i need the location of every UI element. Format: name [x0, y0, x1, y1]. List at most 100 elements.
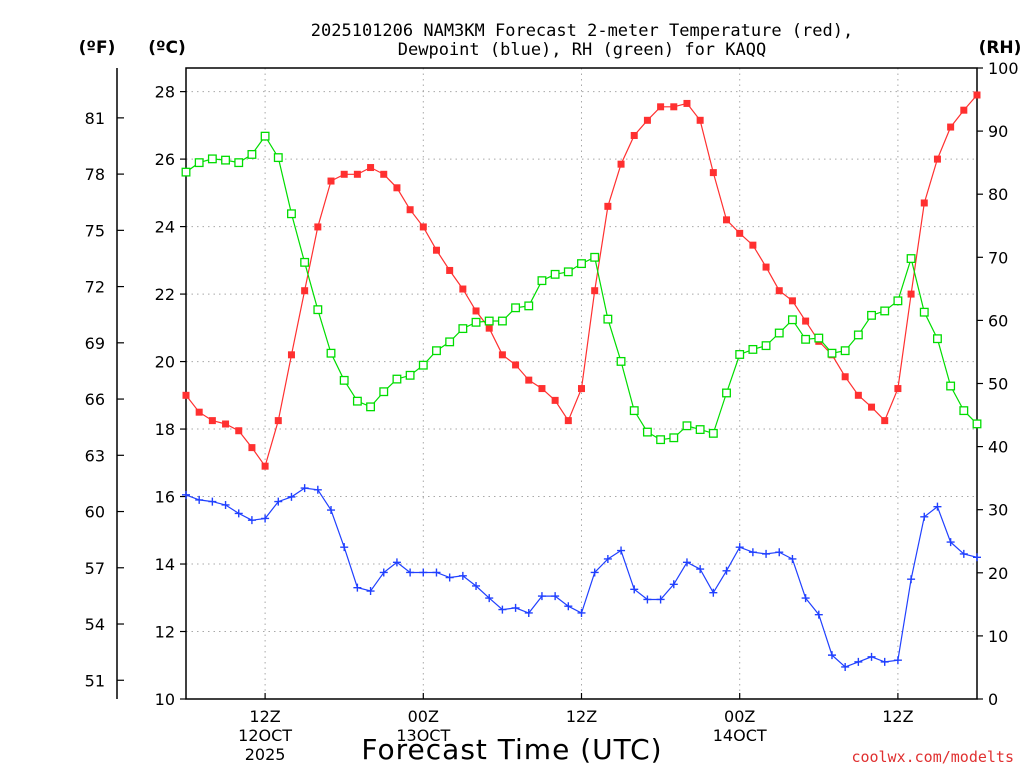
celsius-unit-label: (ºC) — [148, 38, 186, 58]
rh-point — [735, 350, 745, 359]
time-tick-date: 12OCT — [238, 726, 292, 745]
x-axis-label: Forecast Time (UTC) — [361, 733, 662, 766]
dewpoint-point — [709, 588, 718, 597]
temperature-point — [841, 373, 849, 381]
rh-tick-label: 20 — [988, 564, 1008, 583]
rh-point — [471, 317, 481, 327]
temperature-point — [248, 444, 256, 452]
temperature-point — [591, 287, 599, 295]
rh-axis: 0 10 20 30 40 50 60 70 80 90 100 — [977, 59, 1019, 709]
series-dewpoint — [182, 484, 981, 671]
rh-point — [366, 402, 376, 412]
rh-point — [405, 370, 415, 380]
temperature-point — [696, 116, 704, 124]
rh-point — [221, 155, 230, 165]
temperature-point — [419, 223, 427, 231]
rh-tick-label: 0 — [988, 690, 998, 709]
rh-point — [524, 301, 534, 311]
dewpoint-point — [406, 568, 415, 577]
rh-tick-label: 40 — [988, 438, 1008, 457]
fahrenheit-tick-label: 63 — [85, 446, 105, 465]
rh-point — [682, 421, 692, 431]
gridlines — [186, 68, 977, 699]
dewpoint-point — [630, 585, 639, 594]
temperature-point — [762, 263, 770, 271]
dewpoint-point — [656, 595, 665, 604]
rh-point — [787, 315, 797, 325]
dewpoint-point — [748, 548, 757, 557]
dewpoint-point — [551, 592, 560, 601]
temperature-point — [235, 427, 243, 435]
dewpoint-point — [682, 558, 691, 567]
rh-point — [959, 406, 969, 416]
dewpoint-point — [564, 602, 573, 611]
temperature-point — [736, 229, 744, 237]
temperature-point — [301, 287, 309, 295]
temperature-point — [947, 123, 955, 131]
rh-tick-label: 60 — [988, 311, 1008, 330]
temperature-point — [907, 290, 915, 298]
dewpoint-point — [775, 548, 784, 557]
rh-tick-label: 80 — [988, 185, 1008, 204]
rh-point — [392, 374, 402, 384]
celsius-tick-label: 14 — [155, 555, 175, 574]
rh-point — [748, 344, 758, 354]
dewpoint-point — [300, 484, 309, 493]
dewpoint-point — [762, 549, 771, 558]
dewpoint-point — [669, 580, 678, 589]
rh-point — [801, 334, 811, 344]
temperature-point — [459, 285, 467, 293]
series-rh — [181, 131, 982, 445]
fahrenheit-tick-label: 75 — [85, 221, 105, 240]
fahrenheit-tick-label: 81 — [85, 109, 105, 128]
temperature-point — [564, 417, 572, 425]
rh-point — [511, 303, 521, 313]
rh-tick-label: 50 — [988, 375, 1008, 394]
fahrenheit-tick-label: 78 — [85, 165, 105, 184]
dewpoint-point — [814, 610, 823, 619]
time-tick-year: 2025 — [245, 745, 286, 764]
fahrenheit-unit-label: (ºF) — [79, 38, 116, 58]
dewpoint-point — [827, 651, 836, 660]
dewpoint-point — [472, 581, 481, 590]
rh-tick-label: 70 — [988, 248, 1008, 267]
rh-tick-label: 10 — [988, 627, 1008, 646]
rh-point — [352, 396, 362, 406]
dewpoint-point — [327, 506, 336, 515]
dewpoint-point — [841, 662, 850, 671]
rh-point — [181, 167, 191, 177]
rh-point — [313, 305, 323, 315]
fahrenheit-tick-label: 66 — [85, 390, 105, 409]
dewpoint-point — [893, 656, 902, 665]
rh-point — [326, 348, 336, 358]
celsius-tick-label: 22 — [155, 285, 175, 304]
rh-point — [919, 307, 929, 317]
dewpoint-point — [432, 568, 441, 577]
dewpoint-point — [603, 554, 612, 563]
temperature-point — [367, 164, 375, 172]
dewpoint-point — [867, 652, 876, 661]
temperature-point — [512, 361, 520, 369]
temperature-point — [353, 170, 361, 178]
dewpoint-point — [920, 512, 929, 521]
dewpoint-point — [379, 568, 388, 577]
temperature-point — [432, 246, 440, 254]
temperature-point — [657, 103, 665, 111]
rh-point — [933, 334, 942, 344]
dewpoint-point — [182, 490, 190, 499]
temperature-point — [617, 160, 625, 168]
fahrenheit-tick-label: 72 — [85, 278, 105, 297]
time-tick-date: 13OCT — [396, 726, 450, 745]
rh-point — [590, 252, 600, 262]
dewpoint-point — [524, 608, 533, 617]
time-tick-label: 12Z — [882, 707, 913, 726]
temperature-point — [525, 376, 533, 384]
fahrenheit-tick-label: 57 — [85, 559, 105, 578]
celsius-tick-label: 12 — [155, 623, 175, 642]
rh-point — [642, 427, 652, 437]
dewpoint-point — [788, 554, 797, 563]
rh-point — [247, 149, 257, 159]
rh-point — [695, 425, 705, 435]
rh-tick-label: 30 — [988, 501, 1008, 520]
rh-unit-label: (RH) — [979, 38, 1022, 58]
